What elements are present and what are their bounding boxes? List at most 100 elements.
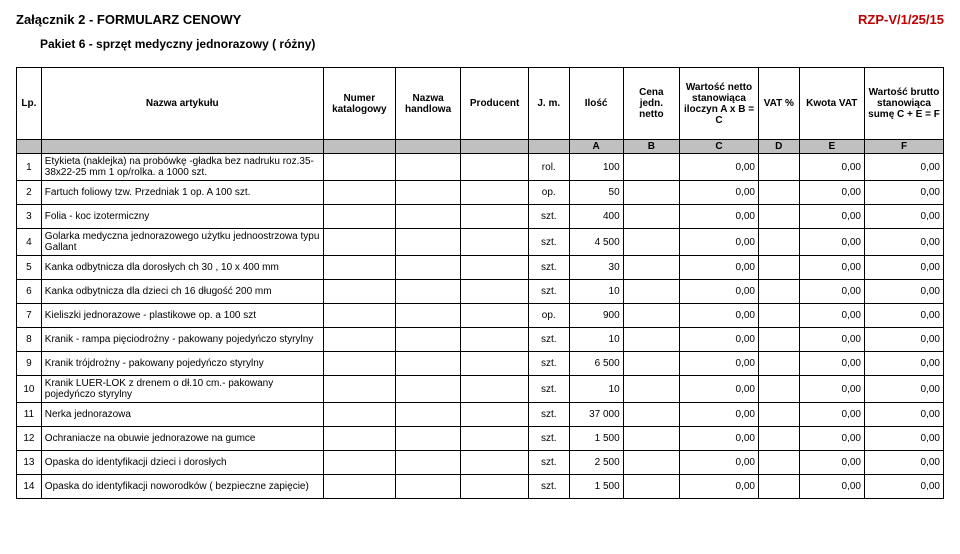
- cell: 0,00: [799, 427, 864, 451]
- table-row: 5Kanka odbytnicza dla dorosłych ch 30 , …: [17, 256, 944, 280]
- cell: [461, 403, 529, 427]
- cell: [623, 154, 679, 181]
- cell: [395, 181, 460, 205]
- col-lp: Lp.: [17, 68, 42, 140]
- cell: 0,00: [799, 205, 864, 229]
- cell: szt.: [528, 256, 569, 280]
- cell: [623, 181, 679, 205]
- cell: [323, 427, 395, 451]
- cell: 0,00: [680, 475, 759, 499]
- reference-number: RZP-V/1/25/15: [858, 12, 944, 27]
- table-row: 4Golarka medyczna jednorazowego użytku j…: [17, 229, 944, 256]
- table-row: 1Etykieta (naklejka) na probówkę -gładka…: [17, 154, 944, 181]
- cell: [461, 181, 529, 205]
- cell: [623, 427, 679, 451]
- cell: [395, 154, 460, 181]
- col-ilosc: Ilość: [569, 68, 623, 140]
- package-title: Pakiet 6 - sprzęt medyczny jednorazowy (…: [40, 37, 944, 51]
- cell: 2 500: [569, 451, 623, 475]
- cell: 0,00: [864, 352, 943, 376]
- cell: [323, 376, 395, 403]
- cell: [758, 328, 799, 352]
- table-row: 12Ochraniacze na obuwie jednorazowe na g…: [17, 427, 944, 451]
- cell: 11: [17, 403, 42, 427]
- cell: [461, 280, 529, 304]
- cell: [758, 205, 799, 229]
- cell: [623, 205, 679, 229]
- cell: 50: [569, 181, 623, 205]
- cell: Opaska do identyfikacji dzieci i dorosły…: [41, 451, 323, 475]
- cell: [623, 304, 679, 328]
- cell: 0,00: [799, 229, 864, 256]
- cell: Ochraniacze na obuwie jednorazowe na gum…: [41, 427, 323, 451]
- cell: [323, 229, 395, 256]
- cell: [323, 280, 395, 304]
- cell: [395, 280, 460, 304]
- cell: [395, 352, 460, 376]
- price-table: Lp. Nazwa artykułu Numer katalogowy Nazw…: [16, 67, 944, 499]
- cell: [395, 403, 460, 427]
- table-row: 14Opaska do identyfikacji noworodków ( b…: [17, 475, 944, 499]
- cell: 0,00: [864, 181, 943, 205]
- cell: 0,00: [864, 205, 943, 229]
- cell: 3: [17, 205, 42, 229]
- letter-cell: D: [758, 140, 799, 154]
- letter-cell: [395, 140, 460, 154]
- cell: [623, 403, 679, 427]
- cell: 6: [17, 280, 42, 304]
- cell: 0,00: [680, 280, 759, 304]
- cell: [461, 205, 529, 229]
- cell: 5: [17, 256, 42, 280]
- cell: 10: [569, 328, 623, 352]
- cell: [758, 304, 799, 328]
- letter-cell: [528, 140, 569, 154]
- col-producent: Producent: [461, 68, 529, 140]
- col-kwota-vat: Kwota VAT: [799, 68, 864, 140]
- cell: [623, 229, 679, 256]
- table-row: 6Kanka odbytnicza dla dzieci ch 16 długo…: [17, 280, 944, 304]
- letter-cell: [461, 140, 529, 154]
- table-row: 8Kranik - rampa pięciodrożny - pakowany …: [17, 328, 944, 352]
- table-row: 3Folia - koc izotermicznyszt.4000,000,00…: [17, 205, 944, 229]
- cell: 0,00: [864, 154, 943, 181]
- cell: [758, 352, 799, 376]
- cell: [461, 229, 529, 256]
- cell: Kanka odbytnicza dla dzieci ch 16 długoś…: [41, 280, 323, 304]
- cell: Fartuch foliowy tzw. Przedniak 1 op. A 1…: [41, 181, 323, 205]
- letter-cell: [323, 140, 395, 154]
- cell: [323, 181, 395, 205]
- cell: szt.: [528, 475, 569, 499]
- cell: 0,00: [864, 280, 943, 304]
- cell: 0,00: [864, 376, 943, 403]
- table-row: 7Kieliszki jednorazowe - plastikowe op. …: [17, 304, 944, 328]
- cell: szt.: [528, 352, 569, 376]
- col-katalog: Numer katalogowy: [323, 68, 395, 140]
- cell: 0,00: [680, 256, 759, 280]
- cell: Folia - koc izotermiczny: [41, 205, 323, 229]
- cell: 1: [17, 154, 42, 181]
- cell: [395, 376, 460, 403]
- cell: 0,00: [799, 403, 864, 427]
- cell: szt.: [528, 427, 569, 451]
- attachment-title: Załącznik 2 - FORMULARZ CENOWY: [16, 12, 241, 27]
- col-jm: J. m.: [528, 68, 569, 140]
- letter-cell: E: [799, 140, 864, 154]
- cell: [395, 304, 460, 328]
- cell: 0,00: [799, 376, 864, 403]
- cell: 4 500: [569, 229, 623, 256]
- letter-cell: [41, 140, 323, 154]
- cell: 0,00: [680, 205, 759, 229]
- letter-cell: A: [569, 140, 623, 154]
- letter-cell: F: [864, 140, 943, 154]
- cell: 0,00: [864, 328, 943, 352]
- cell: [461, 304, 529, 328]
- cell: 100: [569, 154, 623, 181]
- cell: op.: [528, 181, 569, 205]
- table-row: 2Fartuch foliowy tzw. Przedniak 1 op. A …: [17, 181, 944, 205]
- cell: 0,00: [680, 451, 759, 475]
- cell: Nerka jednorazowa: [41, 403, 323, 427]
- cell: [623, 475, 679, 499]
- cell: 10: [569, 280, 623, 304]
- cell: [623, 256, 679, 280]
- cell: 0,00: [799, 181, 864, 205]
